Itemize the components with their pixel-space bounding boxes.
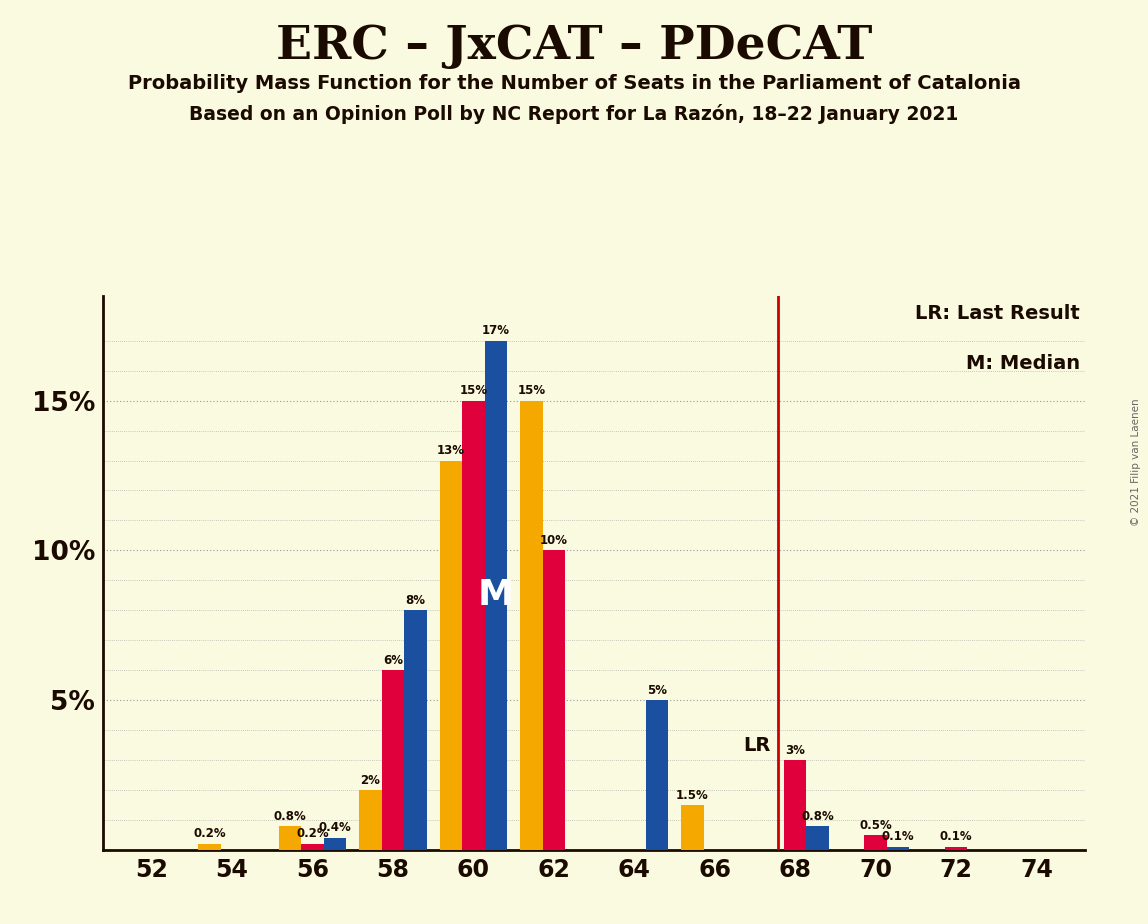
Text: Based on an Opinion Poll by NC Report for La Razón, 18–22 January 2021: Based on an Opinion Poll by NC Report fo…: [189, 104, 959, 125]
Text: 10%: 10%: [540, 534, 568, 547]
Text: 17%: 17%: [482, 324, 510, 337]
Text: 5%: 5%: [646, 684, 667, 697]
Text: 15%: 15%: [459, 384, 488, 397]
Bar: [359, 790, 381, 850]
Text: 0.4%: 0.4%: [319, 821, 351, 834]
Bar: [199, 845, 220, 850]
Text: 0.5%: 0.5%: [860, 819, 892, 832]
Bar: [681, 805, 704, 850]
Text: M: M: [478, 578, 514, 613]
Bar: [645, 700, 668, 850]
Bar: [324, 838, 347, 850]
Bar: [864, 835, 887, 850]
Text: © 2021 Filip van Laenen: © 2021 Filip van Laenen: [1131, 398, 1141, 526]
Text: ERC – JxCAT – PDeCAT: ERC – JxCAT – PDeCAT: [276, 23, 872, 69]
Text: 6%: 6%: [383, 653, 403, 667]
Text: LR: LR: [744, 736, 771, 755]
Text: 0.1%: 0.1%: [940, 831, 972, 844]
Bar: [543, 551, 565, 850]
Bar: [279, 826, 301, 850]
Text: 2%: 2%: [360, 773, 380, 786]
Bar: [484, 341, 507, 850]
Text: 0.1%: 0.1%: [882, 831, 915, 844]
Text: 0.2%: 0.2%: [193, 828, 226, 841]
Text: 8%: 8%: [405, 594, 426, 607]
Text: Probability Mass Function for the Number of Seats in the Parliament of Catalonia: Probability Mass Function for the Number…: [127, 74, 1021, 93]
Text: 13%: 13%: [437, 444, 465, 456]
Text: 0.8%: 0.8%: [801, 809, 835, 822]
Text: 0.2%: 0.2%: [296, 828, 328, 841]
Bar: [520, 401, 543, 850]
Text: 0.8%: 0.8%: [273, 809, 307, 822]
Text: LR: Last Result: LR: Last Result: [915, 304, 1080, 323]
Bar: [887, 847, 909, 850]
Bar: [404, 611, 427, 850]
Text: M: Median: M: Median: [965, 354, 1080, 373]
Text: 15%: 15%: [518, 384, 545, 397]
Bar: [463, 401, 484, 850]
Text: 3%: 3%: [785, 744, 805, 757]
Bar: [945, 847, 968, 850]
Bar: [784, 760, 807, 850]
Text: 1.5%: 1.5%: [676, 788, 708, 801]
Bar: [381, 670, 404, 850]
Bar: [807, 826, 829, 850]
Bar: [440, 460, 463, 850]
Bar: [301, 845, 324, 850]
